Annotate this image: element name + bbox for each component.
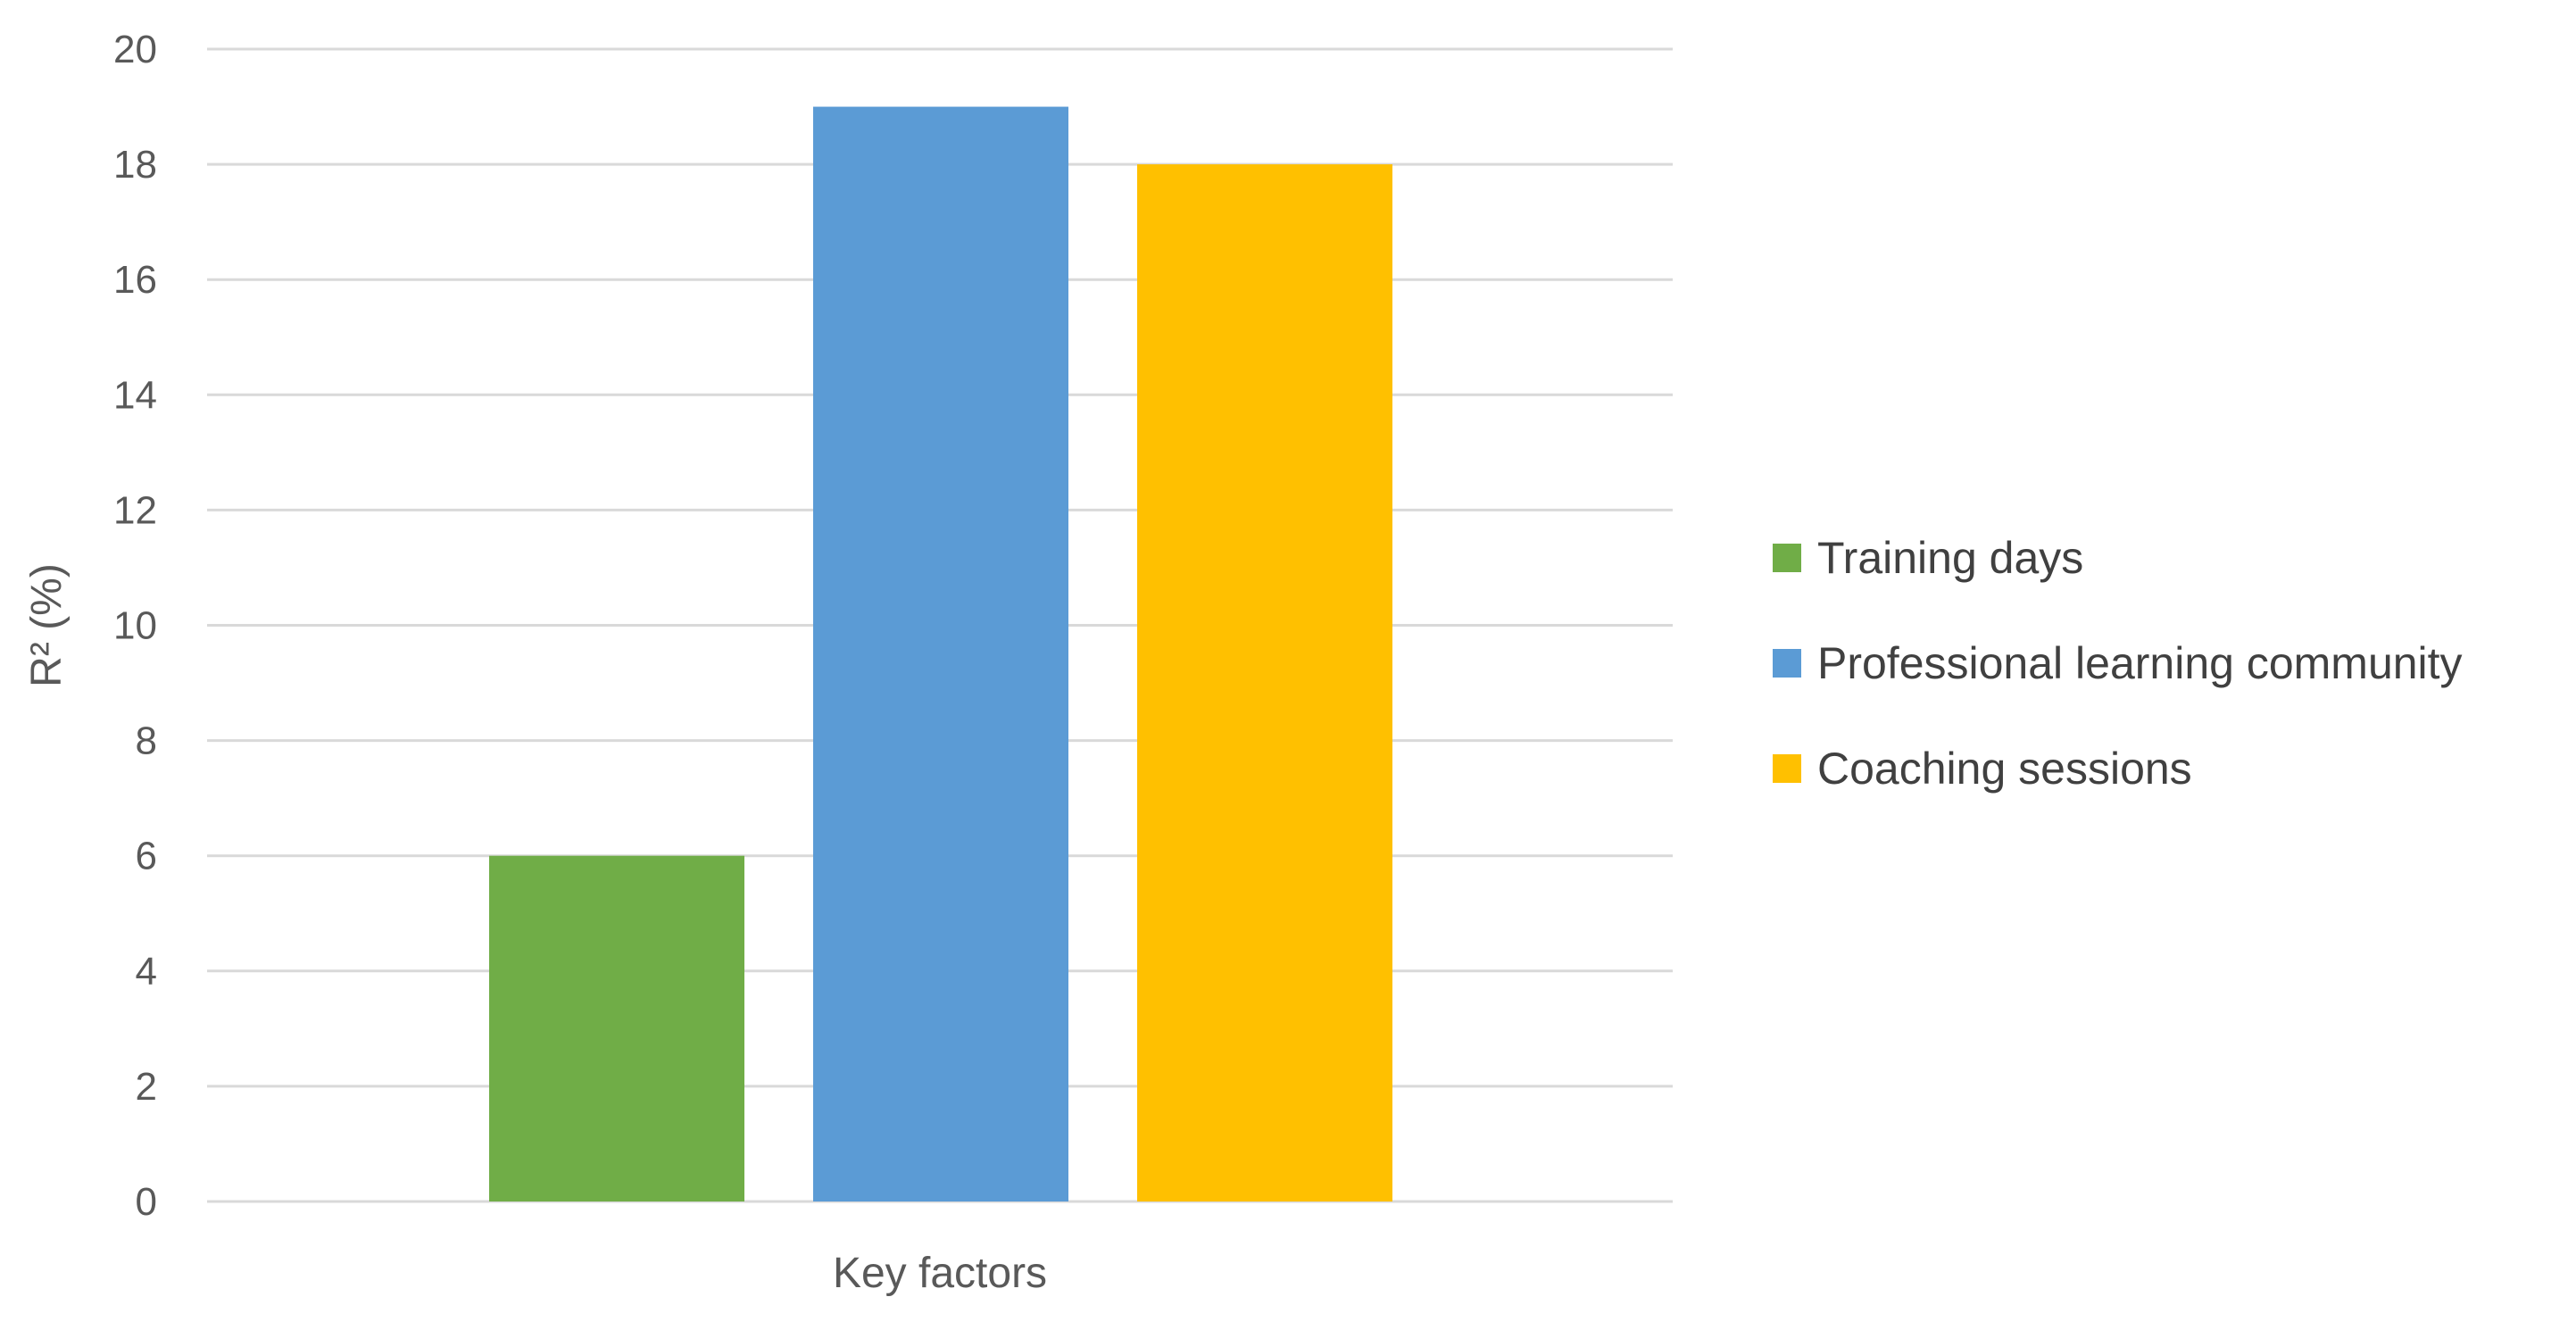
y-tick-label: 0 — [136, 1180, 157, 1224]
legend-label: Coaching sessions — [1817, 744, 2192, 794]
legend-label: Professional learning community — [1817, 638, 2463, 688]
y-axis-tick-labels: 0 2 4 6 8 10 12 14 16 18 20 — [113, 28, 157, 1224]
legend-label: Training days — [1817, 533, 2083, 583]
y-tick-label: 14 — [113, 373, 157, 417]
y-axis: R² (%) — [23, 563, 71, 687]
y-tick-label: 12 — [113, 488, 157, 532]
legend: Training days Professional learning commu… — [1773, 533, 2463, 794]
y-tick-label: 4 — [136, 950, 157, 994]
y-tick-label: 18 — [113, 143, 157, 187]
bar-coaching-sessions — [1137, 164, 1392, 1202]
y-tick-label: 10 — [113, 604, 157, 648]
y-tick-label: 16 — [113, 258, 157, 302]
bar-professional-learning-community — [813, 106, 1068, 1201]
legend-swatch — [1773, 544, 1801, 572]
legend-swatch — [1773, 754, 1801, 783]
x-axis: Key factors — [833, 1250, 1047, 1297]
legend-swatch — [1773, 649, 1801, 678]
y-tick-label: 6 — [136, 835, 157, 878]
y-axis-title: R² (%) — [23, 563, 71, 687]
y-tick-label: 20 — [113, 28, 157, 71]
y-tick-label: 2 — [136, 1065, 157, 1109]
x-axis-title: Key factors — [833, 1250, 1047, 1297]
bar-training-days — [489, 855, 744, 1201]
y-tick-label: 8 — [136, 719, 157, 763]
bars — [489, 106, 1392, 1202]
